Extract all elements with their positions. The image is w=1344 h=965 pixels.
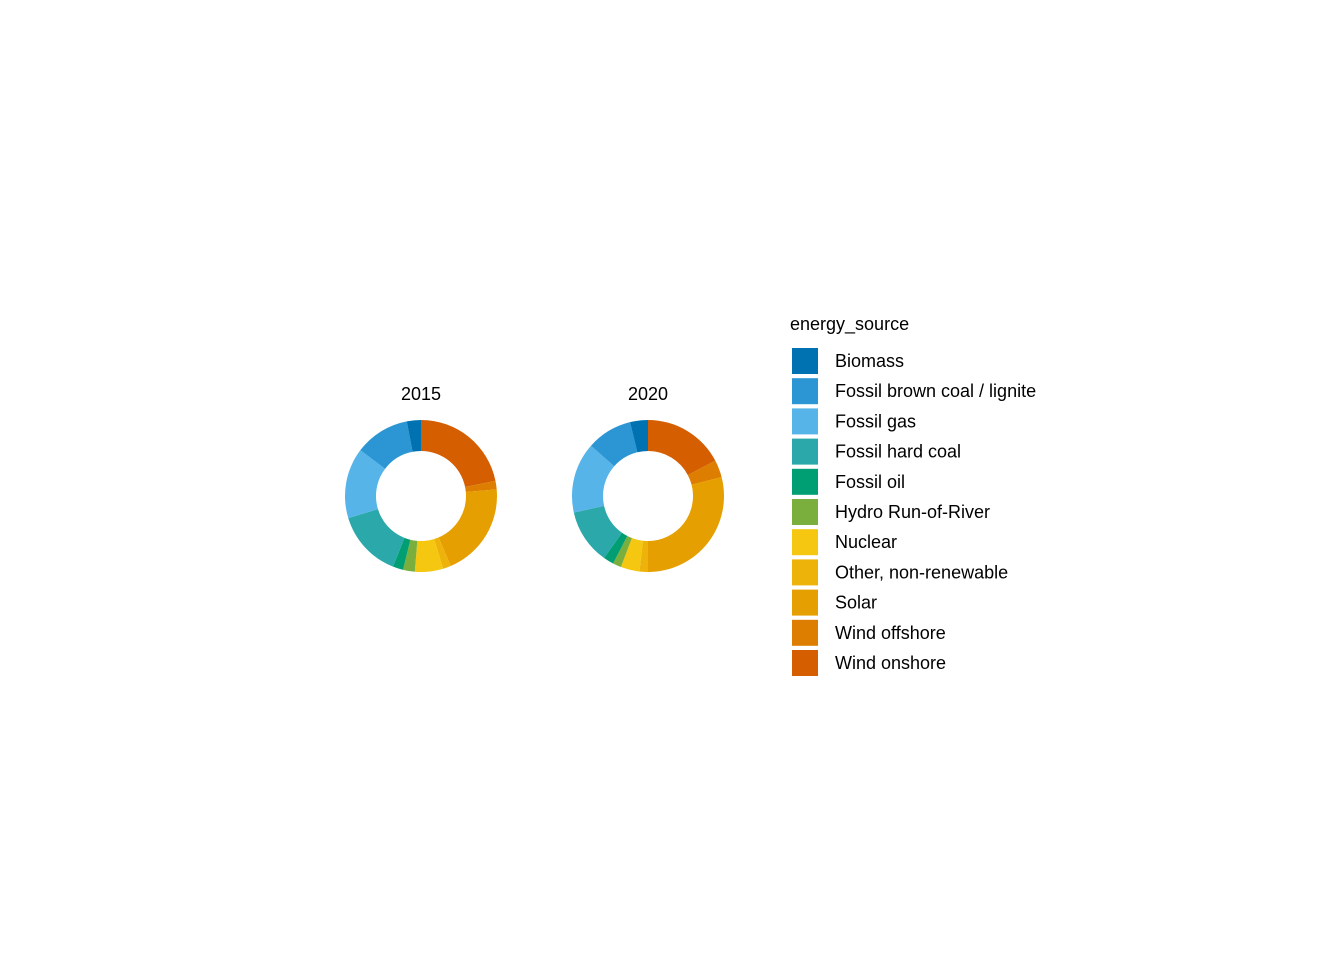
slice-fossil-brown-coal-lignite [360, 421, 413, 469]
legend-label: Hydro Run-of-River [835, 502, 990, 522]
slice-fossil-oil [393, 537, 411, 570]
legend-key-fossil-brown-coal-lignite [792, 378, 818, 405]
legend-label: Other, non-renewable [835, 562, 1008, 582]
legend-key-fossil-hard-coal [792, 438, 818, 465]
facet-2015: 2015 [345, 384, 497, 572]
slice-fossil-gas [572, 445, 615, 513]
legend-key-fossil-oil [792, 468, 818, 495]
slice-biomass [630, 419, 648, 453]
facet-label: 2020 [628, 384, 668, 404]
legend-label: Fossil oil [835, 472, 905, 492]
slice-fossil-brown-coal-lignite [590, 422, 638, 467]
legend-label: Wind onshore [835, 653, 946, 673]
legend-label: Wind offshore [835, 623, 946, 643]
legend-key-fossil-gas [792, 408, 818, 435]
slice-other-non-renewable [434, 537, 451, 569]
legend-key-wind-offshore [792, 619, 818, 646]
legend-key-other-non-renewable [792, 559, 818, 586]
legend-items: Biomass Fossil brown coal / lignite Fossil… [792, 348, 1036, 676]
slice-biomass [406, 420, 421, 452]
facet-label: 2015 [401, 384, 441, 404]
legend-label: Fossil brown coal / lignite [835, 381, 1036, 401]
slice-fossil-hard-coal [573, 505, 623, 559]
legend-key-wind-onshore [792, 650, 818, 676]
slice-wind-offshore [465, 480, 497, 493]
slice-fossil-oil [604, 532, 628, 564]
legend-key-biomass [792, 348, 818, 374]
legend-key-hydro-run-of-river [792, 499, 818, 525]
legend: energy_source Biomass Fossil brown coal /… [790, 314, 1036, 676]
legend-key-solar [792, 589, 818, 616]
slice-solar [438, 489, 497, 566]
slice-nuclear [414, 539, 444, 572]
slice-wind-offshore [687, 460, 722, 485]
legend-key-nuclear [792, 529, 818, 556]
slice-hydro-run-of-river [613, 535, 632, 568]
slice-solar [648, 477, 724, 572]
facet-2020: 2020 [572, 384, 724, 572]
slice-wind-onshore [421, 420, 496, 488]
slice-nuclear [620, 538, 643, 572]
legend-title: energy_source [790, 314, 909, 335]
legend-label: Fossil gas [835, 411, 916, 431]
legend-label: Nuclear [835, 532, 897, 552]
slice-other-non-renewable [639, 540, 648, 572]
slice-fossil-hard-coal [348, 509, 405, 567]
facet-panels: 2015 2020 [345, 384, 724, 572]
legend-label: Fossil hard coal [835, 442, 961, 462]
legend-label: Solar [835, 593, 877, 613]
legend-label: Biomass [835, 351, 904, 371]
slice-fossil-gas [345, 450, 386, 519]
slice-hydro-run-of-river [403, 539, 418, 572]
slice-wind-onshore [648, 420, 716, 476]
